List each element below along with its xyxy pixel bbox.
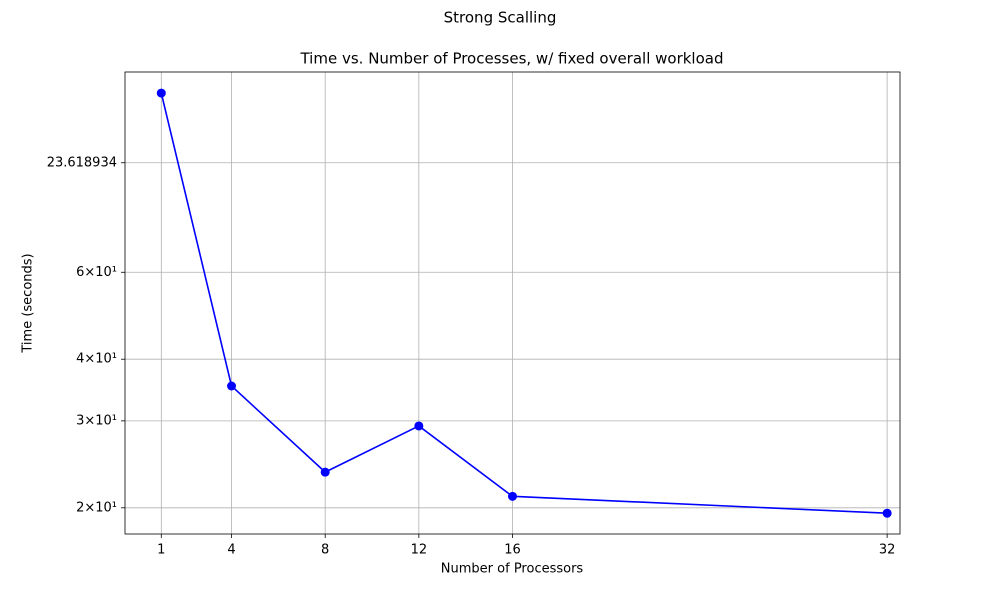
x-tick-label: 8 xyxy=(321,543,329,558)
y-tick-label: 6×10¹ xyxy=(76,265,117,280)
x-axis-label: Number of Processors xyxy=(441,562,584,577)
y-tick-label: 2×10¹ xyxy=(76,500,117,515)
line xyxy=(160,92,888,515)
marker xyxy=(320,467,330,477)
y-tick-label: 4×10¹ xyxy=(76,352,117,367)
x-tick-label: 32 xyxy=(879,543,896,558)
marker xyxy=(156,88,166,98)
marker xyxy=(414,421,424,431)
y-tick-label: 3×10¹ xyxy=(76,413,117,428)
x-tick-label: 1 xyxy=(157,543,165,558)
marker xyxy=(227,381,237,391)
plot-frame xyxy=(124,71,901,535)
chart-title: Time vs. Number of Processes, w/ fixed o… xyxy=(299,50,723,68)
x-tick-label: 12 xyxy=(411,543,428,558)
marker xyxy=(882,508,892,518)
y-tick-label: 23.618934 xyxy=(47,155,117,170)
figure-title: Strong Scalling xyxy=(444,9,557,27)
x-tick-label: 4 xyxy=(227,543,235,558)
x-tick-label: 16 xyxy=(504,543,521,558)
y-axis-label: Time (seconds) xyxy=(21,253,36,353)
marker xyxy=(508,491,517,501)
